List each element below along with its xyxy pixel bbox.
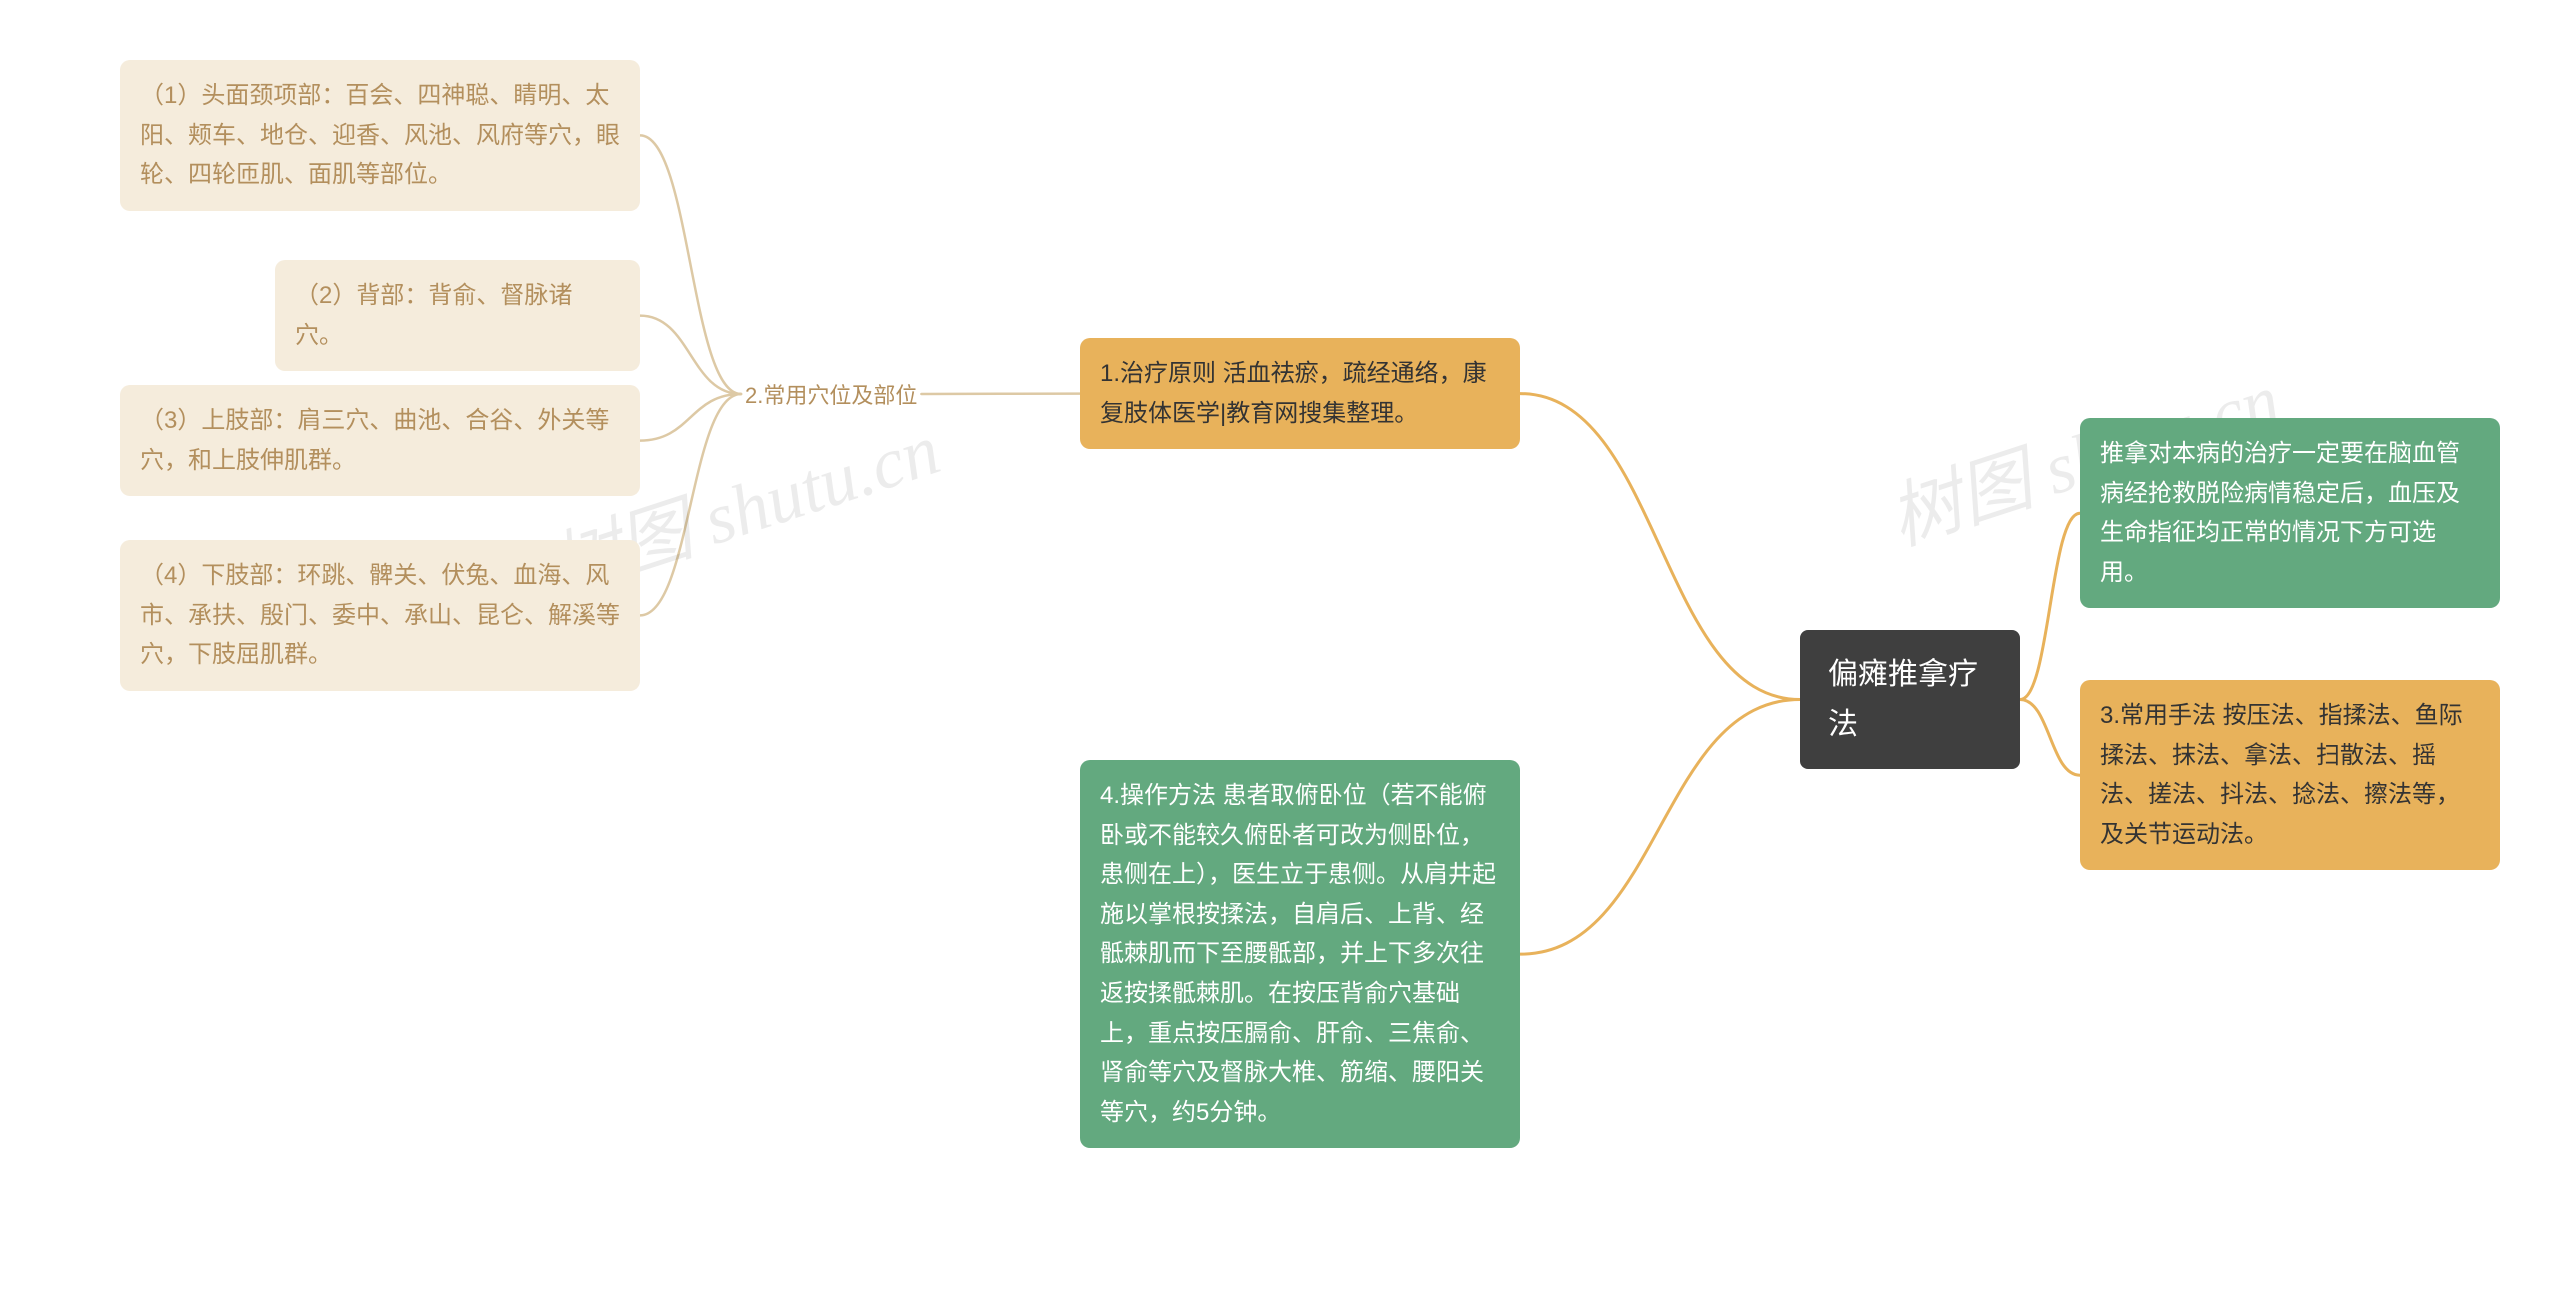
leaf-back[interactable]: （2）背部：背俞、督脉诸穴。 <box>275 260 640 371</box>
leaf-upper-limb[interactable]: （3）上肢部：肩三穴、曲池、合谷、外关等穴，和上肢伸肌群。 <box>120 385 640 496</box>
node-methods[interactable]: 3.常用手法 按压法、指揉法、鱼际揉法、抹法、拿法、扫散法、摇法、搓法、抖法、捻… <box>2080 680 2500 870</box>
label-acupoints[interactable]: 2.常用穴位及部位 <box>745 378 917 410</box>
leaf-head-face[interactable]: （1）头面颈项部：百会、四神聪、睛明、太阳、颊车、地仓、迎香、风池、风府等穴，眼… <box>120 60 640 211</box>
mindmap-canvas: 树图 shutu.cn 树图 shutu.cn 偏瘫推拿疗法 推拿对本病的治疗一… <box>0 0 2560 1304</box>
node-principle[interactable]: 1.治疗原则 活血祛瘀，疏经通络，康复肢体医学|教育网搜集整理。 <box>1080 338 1520 449</box>
node-operation[interactable]: 4.操作方法 患者取俯卧位（若不能俯卧或不能较久俯卧者可改为侧卧位，患侧在上），… <box>1080 760 1520 1148</box>
node-intro[interactable]: 推拿对本病的治疗一定要在脑血管病经抢救脱险病情稳定后，血压及生命指征均正常的情况… <box>2080 418 2500 608</box>
leaf-lower-limb[interactable]: （4）下肢部：环跳、髀关、伏兔、血海、风市、承扶、殷门、委中、承山、昆仑、解溪等… <box>120 540 640 691</box>
root-node[interactable]: 偏瘫推拿疗法 <box>1800 630 2020 769</box>
